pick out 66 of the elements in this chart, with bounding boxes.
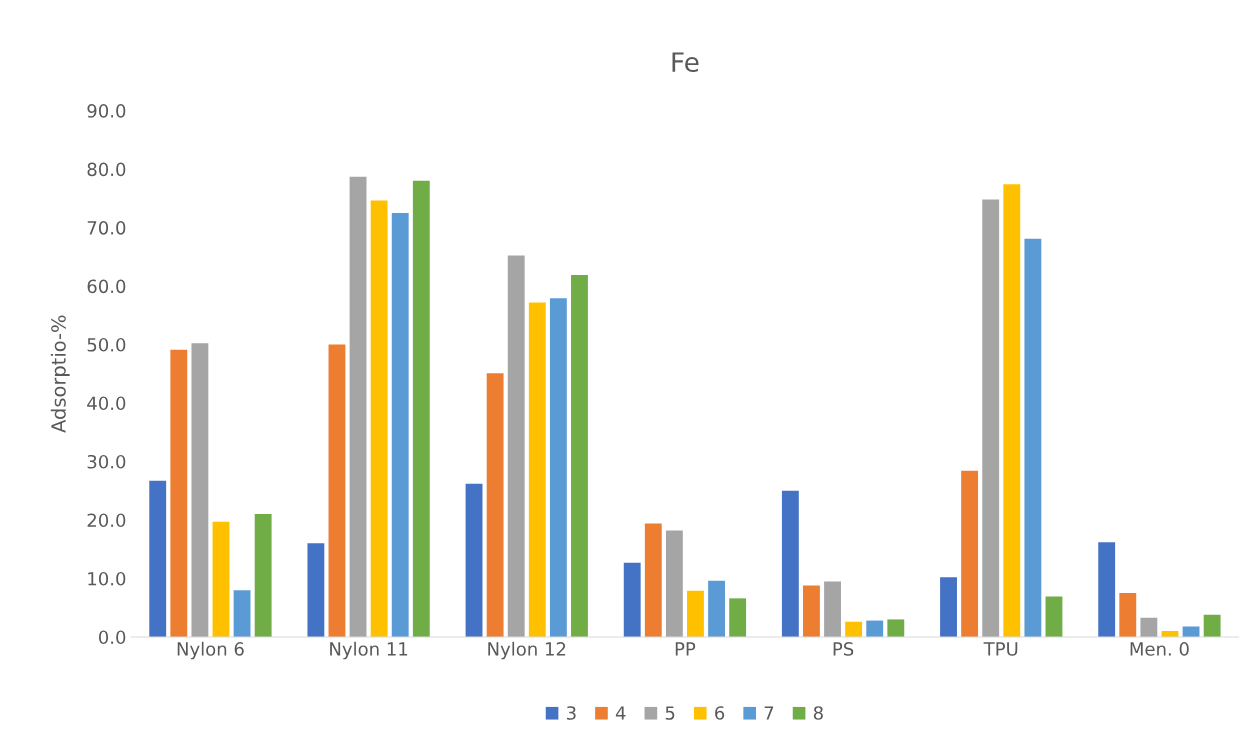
bar	[1140, 617, 1158, 637]
bar	[328, 344, 346, 637]
bar	[571, 274, 588, 637]
bar	[412, 180, 430, 637]
bar	[623, 562, 641, 637]
chart-title: Fe	[672, 52, 699, 73]
bar	[170, 349, 188, 637]
bar	[824, 581, 841, 637]
x-tick-label: Nylon 12	[488, 641, 566, 660]
legend-label: 8	[813, 706, 823, 720]
legend-label: 3	[566, 706, 576, 720]
bar	[391, 212, 409, 637]
bar	[254, 514, 272, 637]
x-tick-label: PP	[675, 642, 696, 656]
bar	[729, 598, 747, 637]
y-tick-label: 30.0	[87, 454, 126, 469]
bar	[549, 298, 567, 637]
bar	[1098, 542, 1116, 637]
legend-label: 4	[615, 706, 626, 720]
bar	[370, 200, 388, 637]
y-tick-label: 50.0	[87, 337, 126, 352]
y-tick-label: 20.0	[87, 513, 126, 528]
bar	[665, 530, 683, 637]
bar	[349, 176, 367, 637]
y-tick-label: 0.0	[98, 630, 126, 645]
bar	[191, 343, 209, 637]
bar	[233, 590, 251, 637]
bar	[528, 302, 546, 637]
y-tick-label: 80.0	[87, 162, 126, 177]
bar	[687, 590, 704, 637]
bar	[149, 480, 167, 637]
bar	[887, 619, 905, 637]
x-tick-label: Nylon 11	[330, 641, 408, 660]
bar	[845, 621, 863, 637]
bar	[486, 373, 504, 637]
bar	[1045, 596, 1063, 637]
bar	[982, 199, 1000, 637]
x-tick-label: Men. 0	[1130, 642, 1189, 656]
y-tick-label: 60.0	[87, 279, 126, 294]
bar	[1003, 184, 1021, 637]
x-tick-label: Nylon 6	[177, 641, 244, 660]
y-tick-label: 70.0	[87, 220, 126, 235]
y-axis-title: Adsorptio-%	[50, 315, 70, 433]
bar	[961, 470, 979, 637]
bar	[866, 620, 884, 637]
y-tick-label: 90.0	[87, 104, 126, 118]
bar	[1024, 238, 1042, 637]
y-tick-label: 10.0	[88, 571, 126, 586]
bar	[781, 490, 799, 637]
legend-label: 7	[764, 706, 774, 720]
bar	[1119, 593, 1137, 637]
y-tick-label: 40.0	[87, 396, 126, 411]
x-tick-label: TPU	[983, 642, 1018, 656]
bar	[1203, 614, 1221, 637]
legend-label: 6	[715, 706, 725, 720]
bar	[307, 543, 325, 637]
bar	[1182, 626, 1200, 637]
bar	[212, 521, 230, 637]
bar	[644, 523, 662, 637]
bar	[803, 585, 820, 637]
bar	[465, 483, 483, 637]
x-tick-label: PS	[833, 642, 854, 656]
legend-label: 5	[665, 706, 675, 720]
bar	[940, 577, 957, 637]
bar	[708, 580, 725, 637]
bar	[507, 255, 525, 637]
